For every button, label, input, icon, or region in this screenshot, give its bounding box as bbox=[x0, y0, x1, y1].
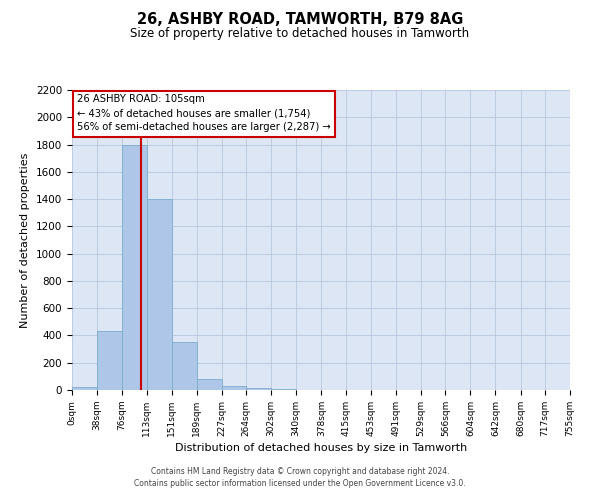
Text: Contains HM Land Registry data © Crown copyright and database right 2024.: Contains HM Land Registry data © Crown c… bbox=[151, 467, 449, 476]
Text: Size of property relative to detached houses in Tamworth: Size of property relative to detached ho… bbox=[130, 28, 470, 40]
X-axis label: Distribution of detached houses by size in Tamworth: Distribution of detached houses by size … bbox=[175, 443, 467, 453]
Y-axis label: Number of detached properties: Number of detached properties bbox=[20, 152, 31, 328]
Bar bbox=[172, 342, 197, 390]
Bar bbox=[97, 332, 122, 390]
Text: Contains public sector information licensed under the Open Government Licence v3: Contains public sector information licen… bbox=[134, 478, 466, 488]
Bar bbox=[122, 144, 146, 390]
Bar bbox=[146, 199, 172, 390]
Bar bbox=[72, 388, 97, 390]
Text: 26 ASHBY ROAD: 105sqm
← 43% of detached houses are smaller (1,754)
56% of semi-d: 26 ASHBY ROAD: 105sqm ← 43% of detached … bbox=[77, 94, 331, 132]
Bar bbox=[222, 386, 246, 390]
Bar bbox=[197, 379, 222, 390]
Text: 26, ASHBY ROAD, TAMWORTH, B79 8AG: 26, ASHBY ROAD, TAMWORTH, B79 8AG bbox=[137, 12, 463, 28]
Bar bbox=[246, 388, 271, 390]
